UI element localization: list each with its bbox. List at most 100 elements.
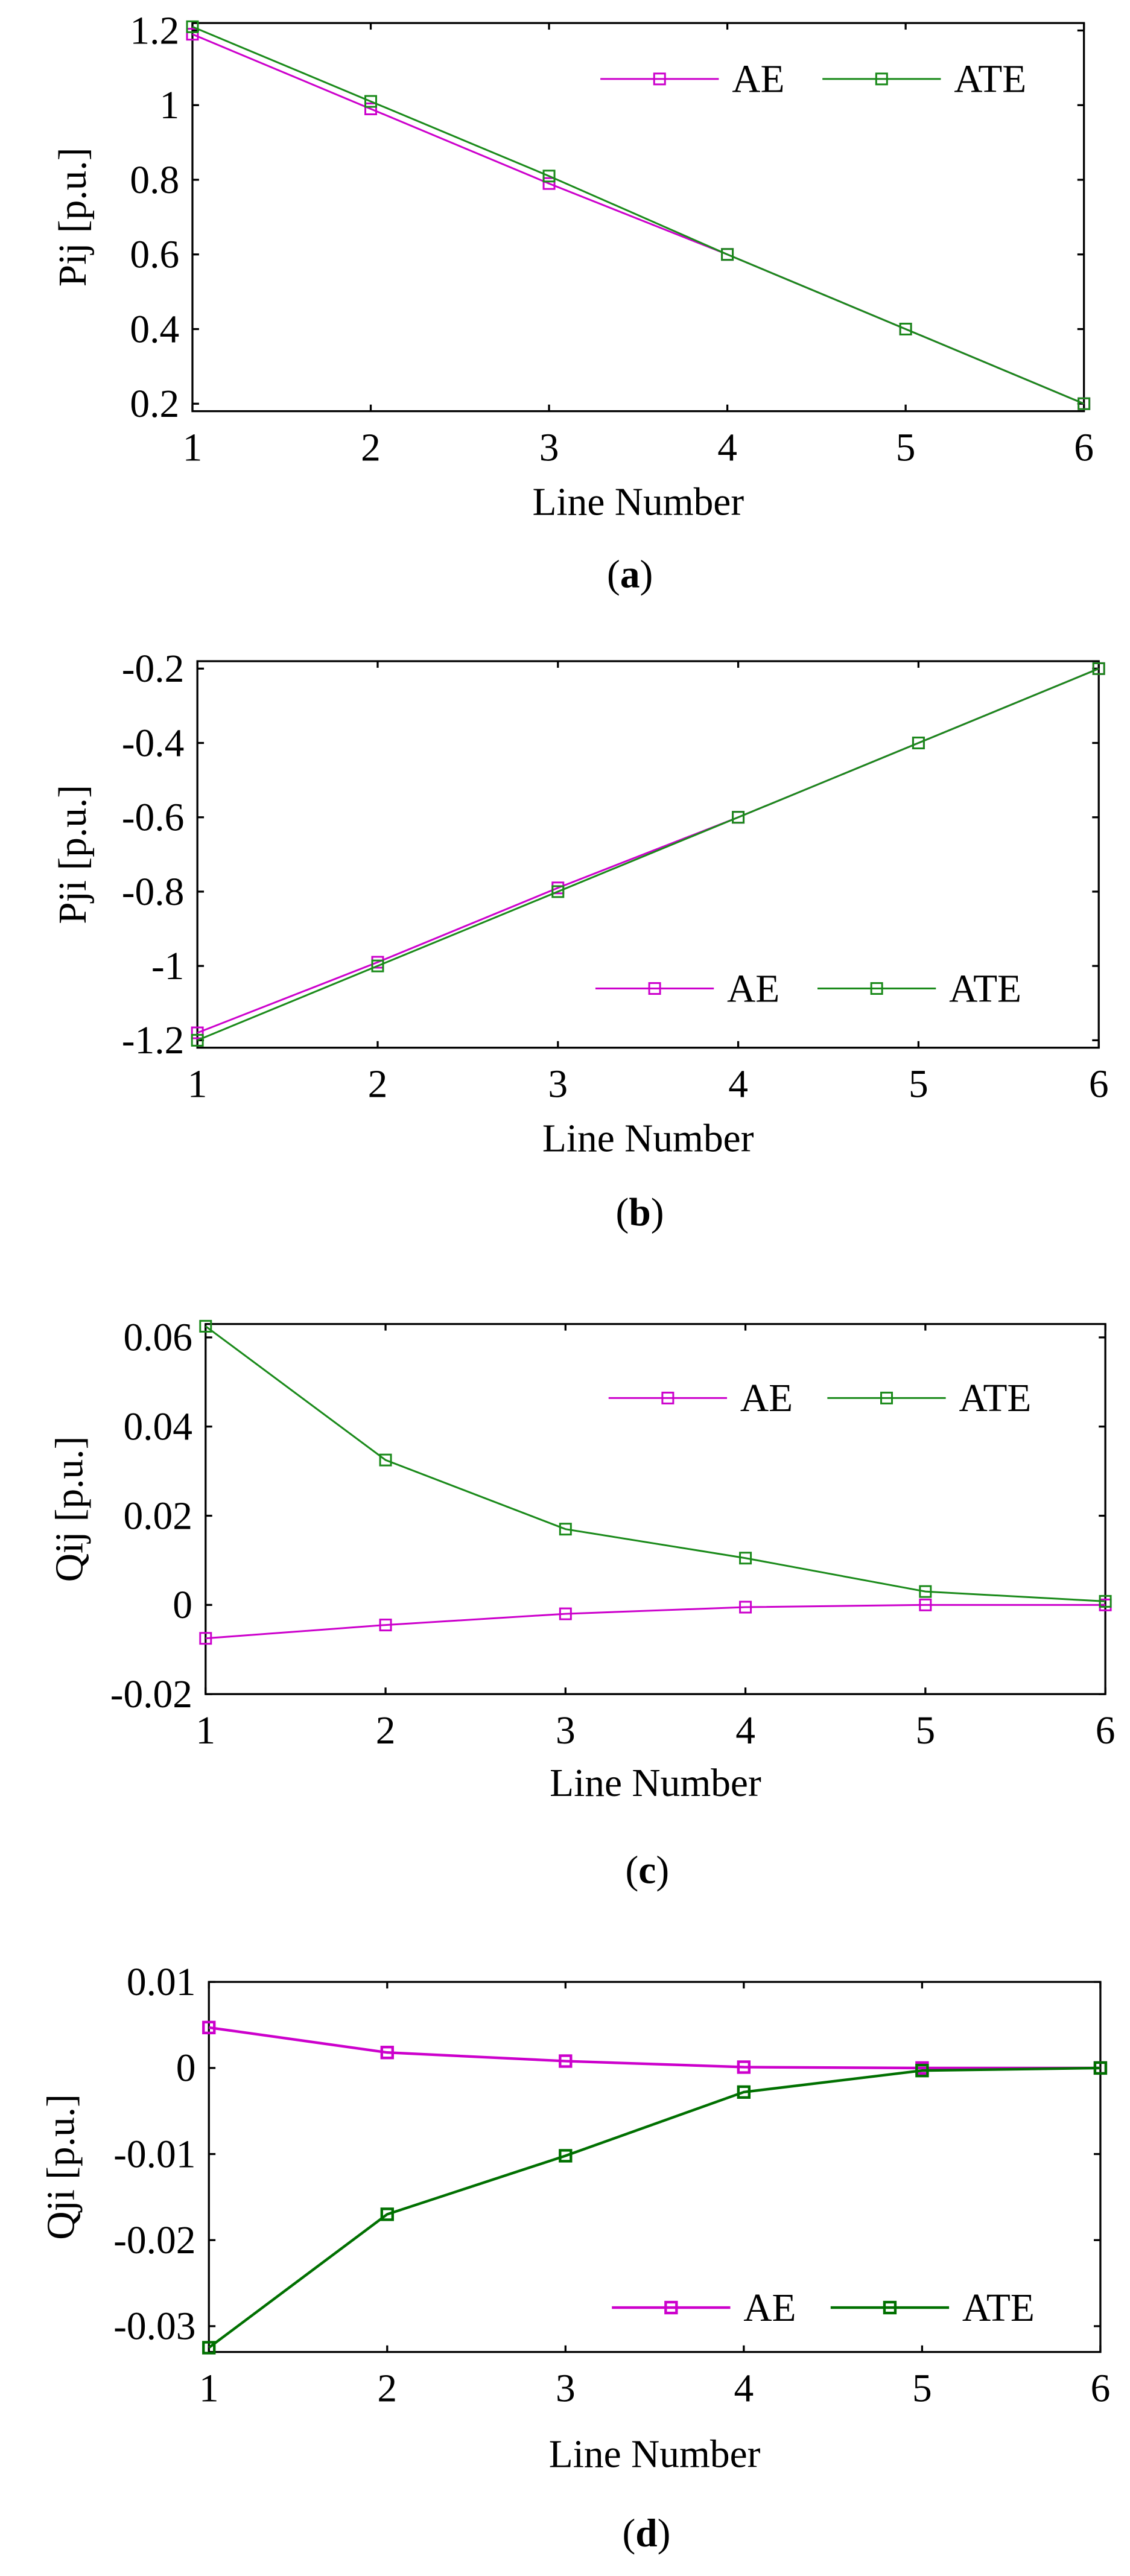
- chart-a: 1 2 3 4 5 6 0.2 0.4 0.6 0.8 1 1.2 Line Number Pij [p.…: [51, 9, 1094, 596]
- series-line-ate: [205, 1325, 1106, 1602]
- caption-open: (: [607, 553, 620, 596]
- data-point-ate: [732, 811, 745, 824]
- y-tick-label: 0.01: [127, 1961, 196, 2004]
- data-point-ate: [186, 20, 199, 33]
- data-point-ae: [380, 2046, 394, 2060]
- y-tick-label: 0.2: [130, 382, 179, 426]
- x-axis-label: Line Number: [542, 1117, 754, 1160]
- data-point-ate: [379, 1453, 392, 1467]
- y-axis-label: Pji [p.u.]: [51, 785, 95, 924]
- panel-caption: (a): [607, 553, 653, 596]
- x-tick-label: 5: [909, 1062, 928, 1106]
- caption-close: ): [651, 1191, 664, 1234]
- data-point-ate: [739, 1552, 752, 1565]
- x-tick-label: 2: [361, 426, 381, 469]
- y-tick-label: 0.04: [123, 1406, 192, 1449]
- caption-open: (: [622, 2511, 635, 2555]
- y-axis-label: Qji [p.u.]: [40, 2094, 83, 2240]
- y-tick-label: -0.01: [113, 2133, 195, 2176]
- x-tick-label: 6: [1091, 2367, 1111, 2410]
- y-tick-label: 1.2: [130, 9, 179, 52]
- y-tick-label: -0.03: [113, 2305, 195, 2349]
- data-point-ae: [191, 1026, 204, 1039]
- x-axis-label: Line Number: [549, 2433, 761, 2476]
- x-tick-label: 5: [896, 426, 916, 469]
- caption-letter: b: [629, 1191, 650, 1234]
- x-tick-label: 6: [1089, 1062, 1109, 1106]
- data-point-ae: [559, 1607, 572, 1620]
- series-line-ate: [197, 667, 1099, 1041]
- data-point-ae: [542, 177, 556, 190]
- caption-close: ): [640, 553, 653, 596]
- data-point-ate: [721, 248, 734, 261]
- x-tick-label: 4: [728, 1062, 748, 1106]
- series-line-ate: [208, 2066, 1100, 2349]
- series-line-ae: [205, 1604, 1106, 1640]
- x-tick-label: 1: [195, 1709, 215, 1753]
- data-point-ate: [199, 1319, 212, 1333]
- x-tick-label: 1: [183, 426, 203, 469]
- x-tick-label: 2: [377, 2367, 397, 2410]
- data-point-ate: [1099, 1594, 1112, 1608]
- data-point-ate: [912, 737, 925, 750]
- data-point-ate: [202, 2341, 216, 2355]
- plot-frame: [196, 660, 1100, 1049]
- y-tick-label: 0.6: [130, 233, 179, 277]
- x-tick-label: 3: [556, 2367, 576, 2410]
- x-tick-label: 6: [1096, 1709, 1116, 1753]
- caption-letter: a: [620, 553, 640, 596]
- legend-label-ae: AE: [732, 58, 784, 101]
- y-tick-label: 0.8: [130, 159, 179, 202]
- data-point-ae: [186, 28, 199, 41]
- y-tick-label: 0.06: [123, 1316, 192, 1360]
- data-point-ae: [739, 1600, 752, 1614]
- panel-caption: (c): [625, 1849, 669, 1892]
- chart-d: 1 2 3 4 5 6 -0.03 -0.02 -0.01 0 0.01 Line Number Qji…: [40, 1961, 1111, 2555]
- legend-marker-ate: [870, 982, 883, 995]
- data-point-ate: [551, 885, 565, 898]
- legend-label-ate: ATE: [962, 2286, 1035, 2330]
- data-point-ate: [899, 322, 912, 335]
- y-tick-label: 0.4: [130, 308, 179, 351]
- plot-frame: [191, 22, 1085, 413]
- x-tick-label: 4: [735, 1709, 755, 1753]
- y-axis-label: Qij [p.u.]: [48, 1436, 91, 1582]
- legend-label-ate: ATE: [959, 1377, 1031, 1420]
- data-point-ate: [1092, 662, 1105, 675]
- y-tick-label: 0.02: [123, 1494, 192, 1538]
- x-axis-label: Line Number: [550, 1762, 761, 1805]
- data-point-ae: [737, 2060, 751, 2074]
- y-tick-label: -1.2: [122, 1019, 185, 1062]
- legend-label-ae: AE: [743, 2286, 796, 2330]
- y-tick-label: -0.2: [122, 647, 185, 691]
- x-tick-label: 3: [548, 1062, 568, 1106]
- plot-frame: [205, 1323, 1106, 1695]
- legend-label-ae: AE: [740, 1377, 793, 1420]
- plot-frame: [208, 1981, 1102, 2353]
- data-point-ate: [380, 2207, 394, 2221]
- x-tick-label: 5: [912, 2367, 932, 2410]
- data-point-ae: [202, 2020, 216, 2035]
- legend-marker-ae: [648, 982, 661, 995]
- chart-c: 1 2 3 4 5 6 -0.02 0 0.02 0.04 0.06 Line Number Qij […: [48, 1316, 1115, 1892]
- series-line-ae: [208, 2026, 1100, 2070]
- x-tick-label: 2: [376, 1709, 396, 1753]
- series-line-ate: [192, 25, 1085, 405]
- y-axis-label: Pij [p.u.]: [51, 147, 95, 287]
- x-tick-label: 6: [1074, 426, 1094, 469]
- x-axis-label: Line Number: [533, 480, 744, 524]
- legend-label-ate: ATE: [949, 967, 1021, 1010]
- x-tick-label: 5: [915, 1709, 935, 1753]
- y-tick-label: -0.6: [122, 796, 185, 840]
- data-point-ate: [559, 2149, 573, 2163]
- y-tick-label: -0.8: [122, 871, 185, 914]
- x-tick-label: 1: [199, 2367, 219, 2410]
- y-tick-label: -0.02: [113, 2219, 195, 2262]
- caption-letter: d: [635, 2511, 657, 2555]
- chart-b: 1 2 3 4 5 6 -1.2 -1 -0.8 -0.6 -0.4 -0.2 Line Number P…: [51, 647, 1109, 1234]
- legend-marker-ae: [661, 1391, 675, 1404]
- x-tick-label: 3: [556, 1709, 576, 1753]
- legend-label-ae: AE: [727, 967, 779, 1010]
- data-point-ate: [191, 1033, 204, 1047]
